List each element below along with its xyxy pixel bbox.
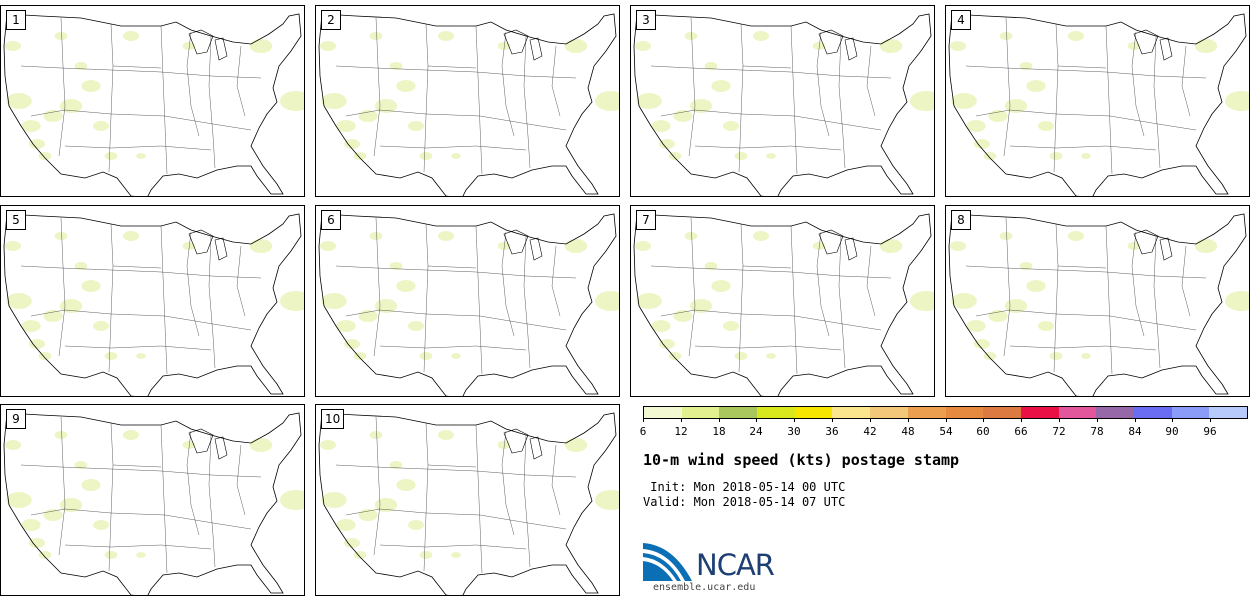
tick-mark (832, 418, 833, 422)
tick-mark (946, 418, 947, 422)
map-outline (3, 412, 304, 595)
map-outline (633, 13, 934, 196)
tick-mark (1172, 418, 1173, 422)
member-label: 8 (951, 210, 971, 230)
color-swatch (1058, 407, 1097, 418)
color-swatch (907, 407, 946, 418)
member-map-2: 2 (315, 5, 620, 197)
member-map-9: 9 (0, 404, 305, 596)
tick-mark (1021, 418, 1022, 422)
member-label: 1 (6, 10, 26, 30)
color-swatch (1171, 407, 1210, 418)
tick-mark (908, 418, 909, 422)
member-label: 4 (951, 10, 971, 30)
tick-mark (983, 418, 984, 422)
tick-mark (1135, 418, 1136, 422)
member-map-6: 6 (315, 205, 620, 397)
member-label: 2 (321, 10, 341, 30)
tick-label: 84 (1128, 425, 1142, 438)
tick-label: 54 (939, 425, 953, 438)
map-outline (318, 213, 619, 396)
map-outline (948, 213, 1249, 396)
color-scale-ticks: 6 12 18 24 30 36 42 48 54 60 66 72 78 84 90 96 (639, 418, 1248, 440)
tick-mark (1210, 418, 1211, 422)
color-swatch (1209, 407, 1247, 418)
tick-label: 12 (674, 425, 688, 438)
tick-label: 66 (1014, 425, 1028, 438)
member-map-5: 5 (0, 205, 305, 397)
tick-label: 72 (1052, 425, 1066, 438)
color-swatch (757, 407, 795, 418)
tick-mark (1059, 418, 1060, 422)
map-outline (948, 13, 1249, 196)
color-swatch (832, 407, 871, 418)
member-label: 5 (6, 210, 26, 230)
map-outline (633, 213, 934, 396)
member-label: 9 (6, 409, 26, 429)
color-swatch (945, 407, 984, 418)
member-label: 10 (321, 409, 345, 429)
tick-label: 90 (1165, 425, 1179, 438)
tick-label: 6 (639, 425, 647, 438)
map-outline (3, 213, 304, 396)
color-swatch (870, 407, 908, 418)
member-map-7: 7 (630, 205, 935, 397)
tick-mark (643, 418, 644, 422)
tick-label: 30 (787, 425, 801, 438)
valid-time: Valid: Mon 2018-05-14 07 UTC (643, 495, 846, 509)
color-swatch (1096, 407, 1134, 418)
tick-label: 42 (863, 425, 877, 438)
tick-mark (719, 418, 720, 422)
figure-title: 10-m wind speed (kts) postage stamp (643, 451, 960, 469)
color-swatch (644, 407, 682, 418)
color-scale-bar (643, 406, 1248, 419)
tick-label: 78 (1090, 425, 1104, 438)
color-swatch (1020, 407, 1059, 418)
member-map-8: 8 (945, 205, 1250, 397)
tick-label: 60 (976, 425, 990, 438)
tick-mark (756, 418, 757, 422)
color-swatch (719, 407, 758, 418)
member-label: 7 (636, 210, 656, 230)
color-swatch (681, 407, 720, 418)
tick-mark (1097, 418, 1098, 422)
color-swatch (983, 407, 1021, 418)
ncar-logo-icon (643, 543, 692, 581)
member-label: 3 (636, 10, 656, 30)
ensemble-url: ensemble.ucar.edu (653, 582, 756, 593)
member-label: 6 (321, 210, 341, 230)
tick-mark (681, 418, 682, 422)
tick-mark (870, 418, 871, 422)
member-map-4: 4 (945, 5, 1250, 197)
map-outline (3, 13, 304, 196)
init-time: Init: Mon 2018-05-14 00 UTC (643, 480, 846, 494)
tick-label: 18 (712, 425, 726, 438)
color-swatch (794, 407, 833, 418)
map-outline (318, 412, 619, 595)
tick-mark (794, 418, 795, 422)
member-map-1: 1 (0, 5, 305, 197)
ncar-logo-text: NCAR (696, 548, 775, 582)
tick-label: 96 (1203, 425, 1217, 438)
tick-label: 36 (825, 425, 839, 438)
tick-label: 24 (749, 425, 763, 438)
color-swatch (1133, 407, 1172, 418)
tick-label: 48 (901, 425, 915, 438)
member-map-10: 10 (315, 404, 620, 596)
member-map-3: 3 (630, 5, 935, 197)
map-outline (318, 13, 619, 196)
